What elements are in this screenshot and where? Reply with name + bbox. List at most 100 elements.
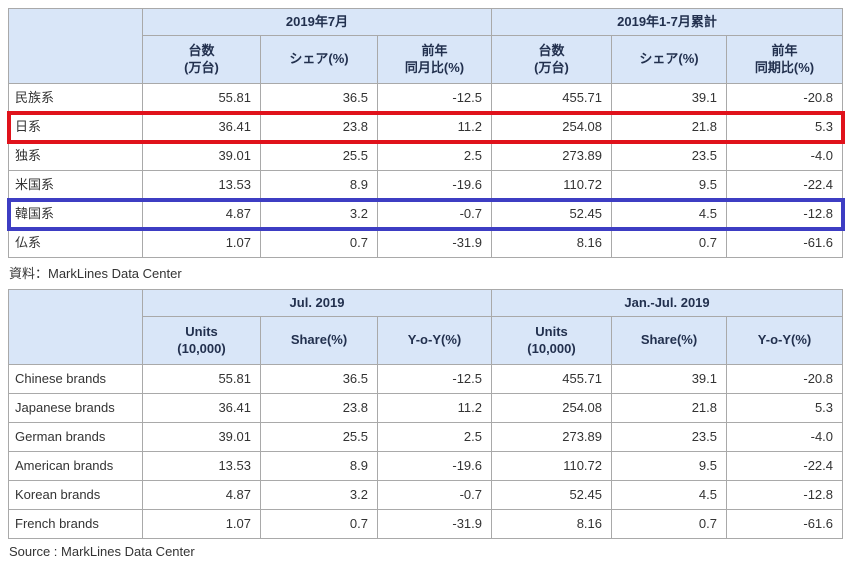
table-cell: -20.8 xyxy=(725,364,844,394)
jp-table-section: 2019年7月 2019年1-7月累計 台数 (万台) シェア(%) 前年 同月… xyxy=(6,8,845,282)
table-cell: 8.16 xyxy=(491,509,612,539)
column-header-yoy: Y-o-Y(%) xyxy=(725,316,844,365)
table-cell: 0.7 xyxy=(260,228,378,258)
table-cell: -12.8 xyxy=(725,199,844,229)
table-cell: 52.45 xyxy=(491,480,612,510)
table-row-german: 独系 39.01 25.5 2.5 273.89 23.5 -4.0 xyxy=(8,141,844,171)
table-cell: -61.6 xyxy=(725,228,844,258)
table-cell: 273.89 xyxy=(491,141,612,171)
table-cell: 39.1 xyxy=(611,364,727,394)
column-header-units: 台数 (万台) xyxy=(142,35,261,84)
row-label: 日系 xyxy=(8,112,143,142)
table-cell: 455.71 xyxy=(491,364,612,394)
column-header-units: Units (10,000) xyxy=(142,316,261,365)
row-label: German brands xyxy=(8,422,143,452)
table-row-korean: Korean brands 4.87 3.2 -0.7 52.45 4.5 -1… xyxy=(8,480,844,510)
column-header-row: Units (10,000) Share(%) Y-o-Y(%) Units (… xyxy=(9,316,844,365)
table-row-japanese-highlighted: 日系 36.41 23.8 11.2 254.08 21.8 5.3 xyxy=(6,110,845,144)
table-cell: 0.7 xyxy=(611,509,727,539)
table-cell: 110.72 xyxy=(491,451,612,481)
table-cell: 13.53 xyxy=(142,451,261,481)
table-cell: 39.01 xyxy=(142,141,261,171)
source-note-jp: 資料：MarkLines Data Center xyxy=(9,266,182,281)
table-cell: 23.5 xyxy=(611,422,727,452)
corner-cell xyxy=(8,8,143,84)
table-cell: 0.7 xyxy=(611,228,727,258)
table-row-american: 米国系 13.53 8.9 -19.6 110.72 9.5 -22.4 xyxy=(8,170,844,200)
table-cell: -12.5 xyxy=(377,364,492,394)
table-row-german: German brands 39.01 25.5 2.5 273.89 23.5… xyxy=(8,422,844,452)
table-cell: 39.01 xyxy=(142,422,261,452)
row-label: 独系 xyxy=(8,141,143,171)
table-cell: 4.5 xyxy=(611,199,727,229)
group-header-month: 2019年7月 xyxy=(142,8,492,36)
table-cell: -19.6 xyxy=(377,170,492,200)
row-label: French brands xyxy=(8,509,143,539)
table-cell: 52.45 xyxy=(491,199,612,229)
table-cell: 36.41 xyxy=(142,112,261,142)
table-cell: -22.4 xyxy=(725,451,844,481)
table-cell: 1.07 xyxy=(142,228,261,258)
row-label: 韓国系 xyxy=(8,199,143,229)
column-header-share: シェア(%) xyxy=(260,35,378,84)
table-cell: 5.3 xyxy=(725,393,844,423)
row-label: Korean brands xyxy=(8,480,143,510)
table-cell: 2.5 xyxy=(377,422,492,452)
table-cell: -12.5 xyxy=(377,83,492,113)
table-cell: 23.8 xyxy=(260,112,378,142)
column-header-yoy: 前年 同月比(%) xyxy=(377,35,492,84)
table-cell: 455.71 xyxy=(491,83,612,113)
corner-cell xyxy=(8,289,143,365)
table-cell: 4.5 xyxy=(611,480,727,510)
en-table-section: Jul. 2019 Jan.-Jul. 2019 Units (10,000) … xyxy=(8,289,844,559)
column-header-row: 台数 (万台) シェア(%) 前年 同月比(%) 台数 (万台) シェア(%) … xyxy=(9,35,844,84)
row-label: Chinese brands xyxy=(8,364,143,394)
table-cell: 8.16 xyxy=(491,228,612,258)
table-cell: 36.41 xyxy=(142,393,261,423)
row-label: American brands xyxy=(8,451,143,481)
table-cell: 3.2 xyxy=(260,199,378,229)
table-cell: 21.8 xyxy=(611,112,727,142)
table-cell: -4.0 xyxy=(725,141,844,171)
table-cell: 23.8 xyxy=(260,393,378,423)
row-label: 米国系 xyxy=(8,170,143,200)
table-cell: 254.08 xyxy=(491,112,612,142)
column-header-share: Share(%) xyxy=(611,316,727,365)
brand-sales-table-en: Jul. 2019 Jan.-Jul. 2019 Units (10,000) … xyxy=(8,289,844,539)
table-cell: 25.5 xyxy=(260,422,378,452)
table-cell: 9.5 xyxy=(611,170,727,200)
table-cell: -31.9 xyxy=(377,228,492,258)
group-header-cumulative: 2019年1-7月累計 xyxy=(490,8,844,36)
table-cell: 1.07 xyxy=(142,509,261,539)
table-cell: 11.2 xyxy=(377,112,492,142)
table-cell: -0.7 xyxy=(377,199,492,229)
table-cell: 8.9 xyxy=(260,170,378,200)
table-cell: -0.7 xyxy=(377,480,492,510)
column-header-units: 台数 (万台) xyxy=(491,35,612,84)
table-row-american: American brands 13.53 8.9 -19.6 110.72 9… xyxy=(8,451,844,481)
brand-sales-table-jp: 2019年7月 2019年1-7月累計 台数 (万台) シェア(%) 前年 同月… xyxy=(6,8,845,258)
table-cell: -31.9 xyxy=(377,509,492,539)
table-cell: -61.6 xyxy=(725,509,844,539)
table-row-chinese: 民族系 55.81 36.5 -12.5 455.71 39.1 -20.8 xyxy=(8,83,844,113)
column-header-units: Units (10,000) xyxy=(491,316,612,365)
row-label: 民族系 xyxy=(8,83,143,113)
table-cell: 11.2 xyxy=(377,393,492,423)
table-cell: 36.5 xyxy=(260,83,378,113)
group-header-row: 2019年7月 2019年1-7月累計 xyxy=(8,8,844,84)
row-label: 仏系 xyxy=(8,228,143,258)
table-cell: -4.0 xyxy=(725,422,844,452)
table-row-french: French brands 1.07 0.7 -31.9 8.16 0.7 -6… xyxy=(8,509,844,539)
group-header-row: Jul. 2019 Jan.-Jul. 2019 xyxy=(8,289,844,365)
table-cell: 8.9 xyxy=(260,451,378,481)
table-cell: 13.53 xyxy=(142,170,261,200)
table-row-french: 仏系 1.07 0.7 -31.9 8.16 0.7 -61.6 xyxy=(8,228,844,258)
table-row-chinese: Chinese brands 55.81 36.5 -12.5 455.71 3… xyxy=(8,364,844,394)
table-cell: -19.6 xyxy=(377,451,492,481)
column-header-share: シェア(%) xyxy=(611,35,727,84)
table-cell: 254.08 xyxy=(491,393,612,423)
table-cell: 273.89 xyxy=(491,422,612,452)
row-label: Japanese brands xyxy=(8,393,143,423)
table-cell: 4.87 xyxy=(142,480,261,510)
table-cell: 4.87 xyxy=(142,199,261,229)
